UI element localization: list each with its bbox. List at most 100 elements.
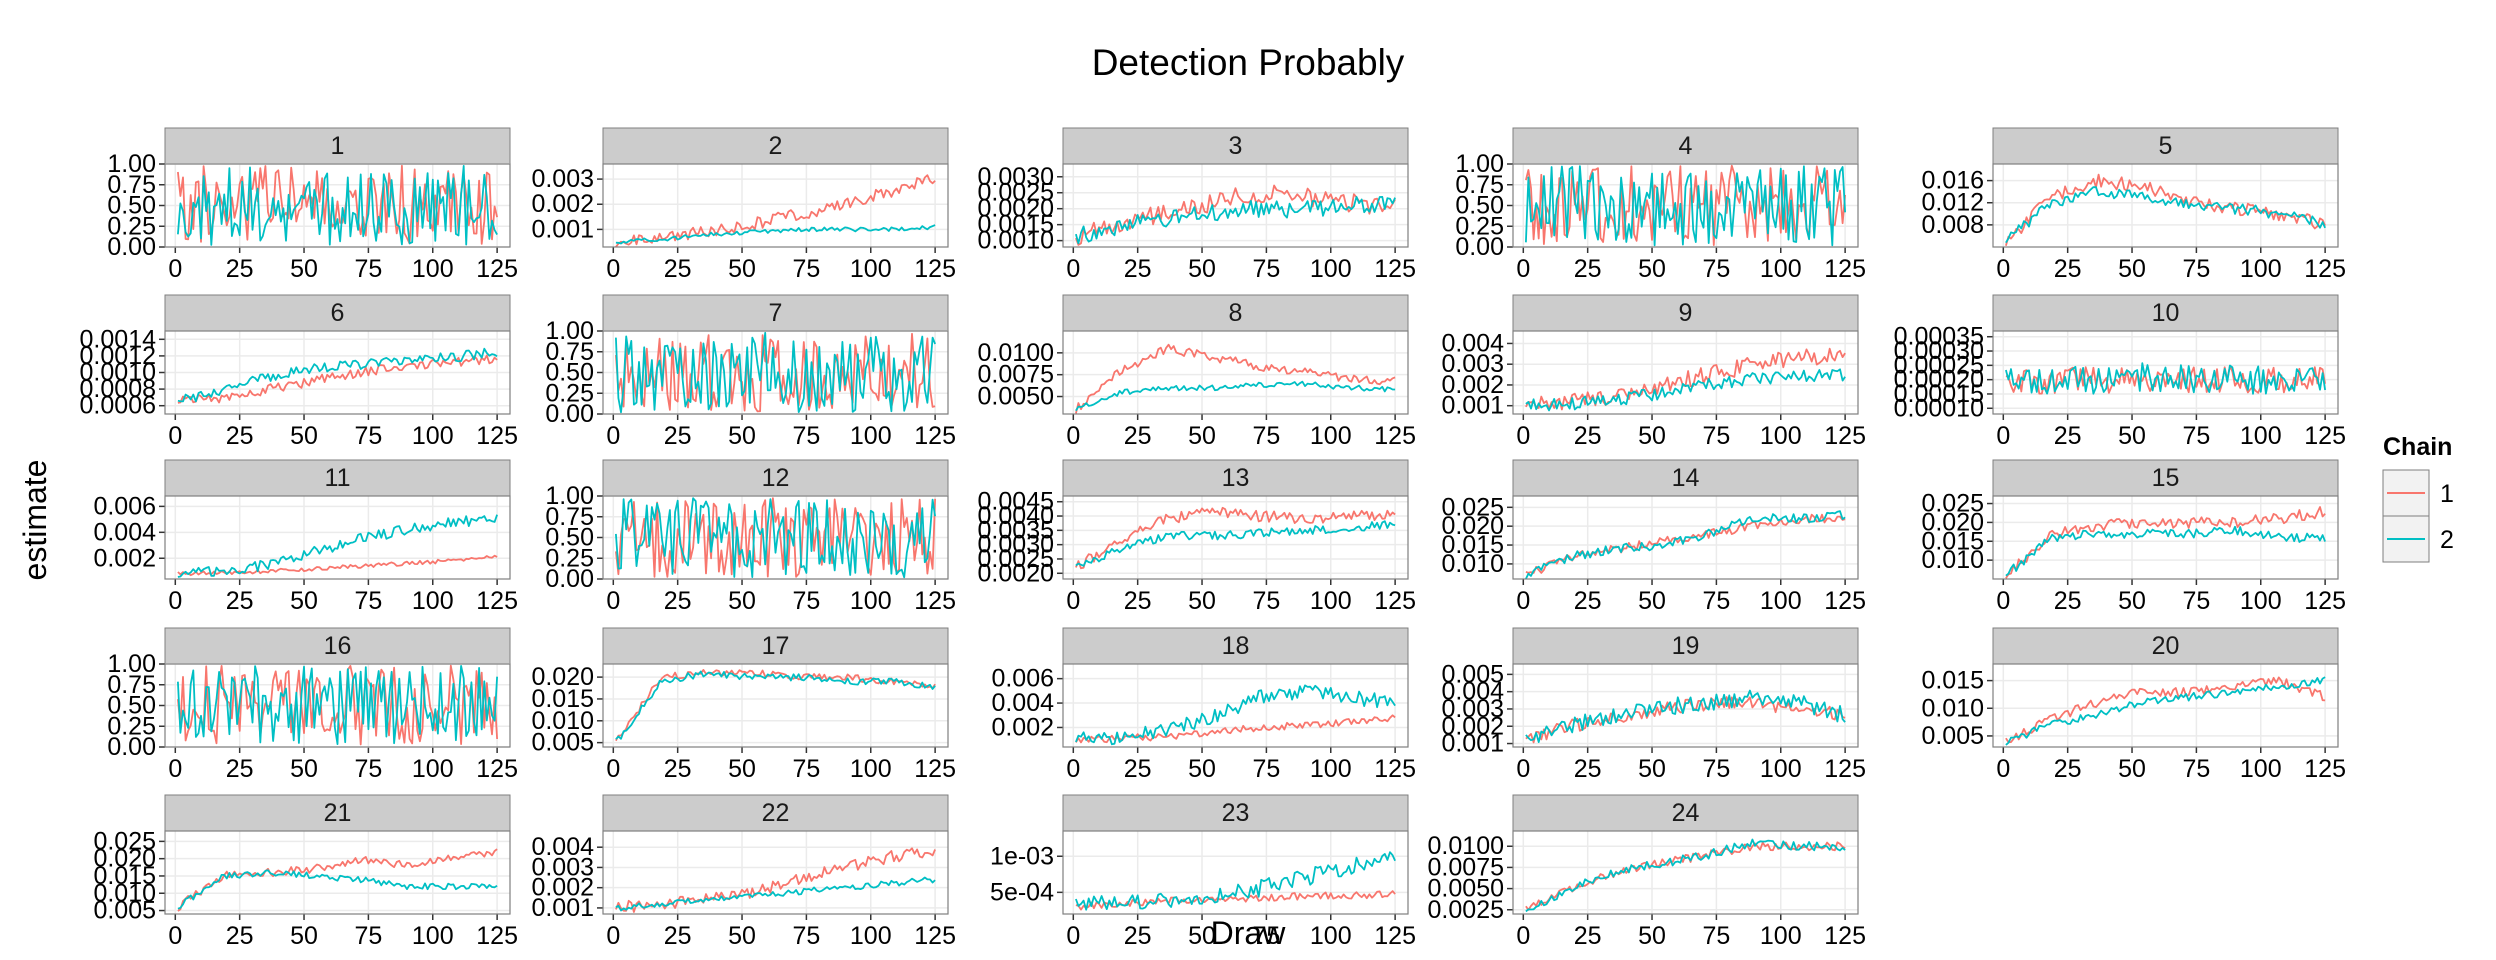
y-tick-label: 0.0030 (978, 531, 1054, 559)
series-line-chain-2 (177, 514, 498, 578)
x-tick-label: 75 (354, 922, 382, 950)
x-tick-label: 25 (1574, 755, 1602, 783)
legend-label-chain-2: 2 (2440, 526, 2454, 554)
facet-strip-label: 2 (769, 132, 783, 160)
facet-strip (1992, 127, 2339, 165)
x-tick-label: 100 (412, 755, 454, 783)
panel-border (164, 495, 511, 580)
panel-border (164, 663, 511, 748)
x-tick-label: 125 (914, 922, 956, 950)
x-tick-label: 0 (1066, 755, 1080, 783)
x-tick-label: 75 (1702, 755, 1730, 783)
x-tick-label: 50 (728, 755, 756, 783)
facet-panel-11: 11 0 25 50 75 100 125 0.0020.0040.006 (93, 459, 518, 615)
x-tick-label: 25 (226, 922, 254, 950)
series-line-chain-1 (1075, 506, 1396, 570)
series-line-chain-1 (2005, 364, 2326, 395)
y-tick-label: 0.010 (531, 707, 594, 735)
series-line-chain-1 (2005, 676, 2326, 744)
x-tick-label: 25 (1124, 587, 1152, 615)
x-tick-label: 75 (792, 922, 820, 950)
x-tick-label: 125 (1374, 922, 1416, 950)
series-line-chain-2 (2005, 362, 2326, 395)
panel-border (164, 163, 511, 248)
y-tick-label: 0.002 (1441, 371, 1504, 399)
x-tick-label: 50 (728, 422, 756, 450)
x-tick-label: 25 (1574, 587, 1602, 615)
x-tick-label: 50 (1638, 255, 1666, 283)
y-tick-label: 0.00025 (1894, 351, 1984, 379)
facet-strip (602, 459, 949, 497)
y-tick-label: 0.001 (1441, 392, 1504, 420)
legend-title: Chain (2383, 433, 2452, 461)
facet-panel-13: 13 0 25 50 75 100 125 0.00200.00250.00300.00350… (978, 459, 1416, 615)
x-tick-label: 100 (850, 587, 892, 615)
x-tick-label: 50 (2118, 422, 2146, 450)
x-tick-label: 25 (1574, 422, 1602, 450)
x-tick-label: 75 (792, 255, 820, 283)
y-tick-label: 0.75 (545, 338, 594, 366)
y-tick-label: 0.25 (545, 544, 594, 572)
facet-panel-3: 3 0 25 50 75 100 125 0.00100.00150.00200.00250.… (978, 127, 1416, 283)
facet-strip-label: 20 (2152, 632, 2180, 660)
panel-background (1993, 664, 2338, 747)
x-tick-label: 25 (2054, 255, 2082, 283)
x-tick-label: 0 (606, 255, 620, 283)
series-line-chain-2 (2005, 186, 2326, 244)
facet-strip-label: 19 (1672, 632, 1700, 660)
x-tick-label: 50 (1638, 755, 1666, 783)
facet-panel-4: 4 0 25 50 75 100 125 0.000.250.500.751.00 (1455, 127, 1866, 283)
series-line-chain-2 (1525, 368, 1846, 412)
y-tick-label: 0.0010 (80, 359, 156, 387)
x-tick-label: 25 (1574, 922, 1602, 950)
x-tick-label: 25 (1574, 255, 1602, 283)
y-tick-label: 1e-03 (990, 842, 1054, 870)
y-tick-label: 0.75 (1455, 171, 1504, 199)
x-tick-label: 75 (1252, 587, 1280, 615)
panel-border (1512, 330, 1859, 415)
x-tick-label: 25 (1124, 422, 1152, 450)
facet-panel-20: 20 0 25 50 75 100 125 0.0050.0100.015 (1921, 627, 2346, 783)
x-tick-label: 125 (476, 755, 518, 783)
y-tick-label: 0.010 (1441, 550, 1504, 578)
y-tick-label: 0.004 (1441, 329, 1504, 357)
y-tick-label: 1.00 (545, 317, 594, 345)
x-tick-label: 0 (1066, 422, 1080, 450)
x-tick-label: 75 (1702, 587, 1730, 615)
legend: Chain 1 2 (2382, 433, 2454, 563)
series-line-chain-2 (615, 876, 936, 912)
x-tick-label: 50 (290, 422, 318, 450)
facet-strip-label: 9 (1679, 299, 1693, 327)
x-tick-label: 25 (2054, 755, 2082, 783)
facet-panel-10: 100 25 50 75 100 1250.000100.000150.000200.00… (1894, 294, 2346, 450)
x-tick-label: 125 (1824, 922, 1866, 950)
x-tick-label: 75 (354, 422, 382, 450)
x-tick-label: 25 (2054, 587, 2082, 615)
panel-border (1512, 163, 1859, 248)
x-tick-label: 0 (1516, 587, 1530, 615)
facet-panel-2: 2 0 25 50 75 100 125 0.0010.0020.003 (531, 127, 956, 283)
x-tick-label: 125 (1374, 255, 1416, 283)
y-tick-label: 1.00 (545, 482, 594, 510)
y-tick-label: 0.0045 (978, 488, 1054, 516)
x-tick-label: 75 (1252, 922, 1280, 950)
y-tick-label: 0.015 (93, 862, 156, 890)
x-tick-label: 25 (664, 922, 692, 950)
facet-strip-label: 12 (762, 464, 790, 492)
x-tick-label: 75 (2182, 587, 2210, 615)
y-tick-label: 0.002 (531, 190, 594, 218)
facet-strip-label: 13 (1222, 464, 1250, 492)
x-tick-label: 100 (412, 255, 454, 283)
x-tick-label: 50 (728, 587, 756, 615)
panel-border (602, 330, 949, 415)
facet-panel-1: 1 0 25 50 75 100 125 0.000.250.500.751.00 (107, 127, 518, 283)
y-tick-label: 1.00 (107, 650, 156, 678)
x-tick-label: 50 (1638, 922, 1666, 950)
x-tick-label: 50 (2118, 255, 2146, 283)
series-line-chain-2 (177, 347, 498, 403)
x-tick-label: 25 (226, 422, 254, 450)
y-tick-label: 0.0012 (80, 342, 156, 370)
